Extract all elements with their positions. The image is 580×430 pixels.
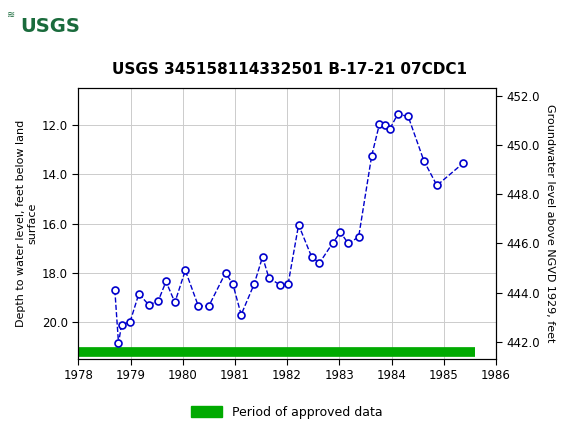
FancyBboxPatch shape [5,3,95,42]
Y-axis label: Depth to water level, feet below land
surface: Depth to water level, feet below land su… [16,120,38,327]
Y-axis label: Groundwater level above NGVD 1929, feet: Groundwater level above NGVD 1929, feet [546,104,556,343]
Text: ≋: ≋ [7,10,15,20]
Text: USGS 345158114332501 B-17-21 07CDC1: USGS 345158114332501 B-17-21 07CDC1 [113,62,467,77]
Legend: Period of approved data: Period of approved data [186,400,388,424]
Text: USGS: USGS [20,17,80,36]
